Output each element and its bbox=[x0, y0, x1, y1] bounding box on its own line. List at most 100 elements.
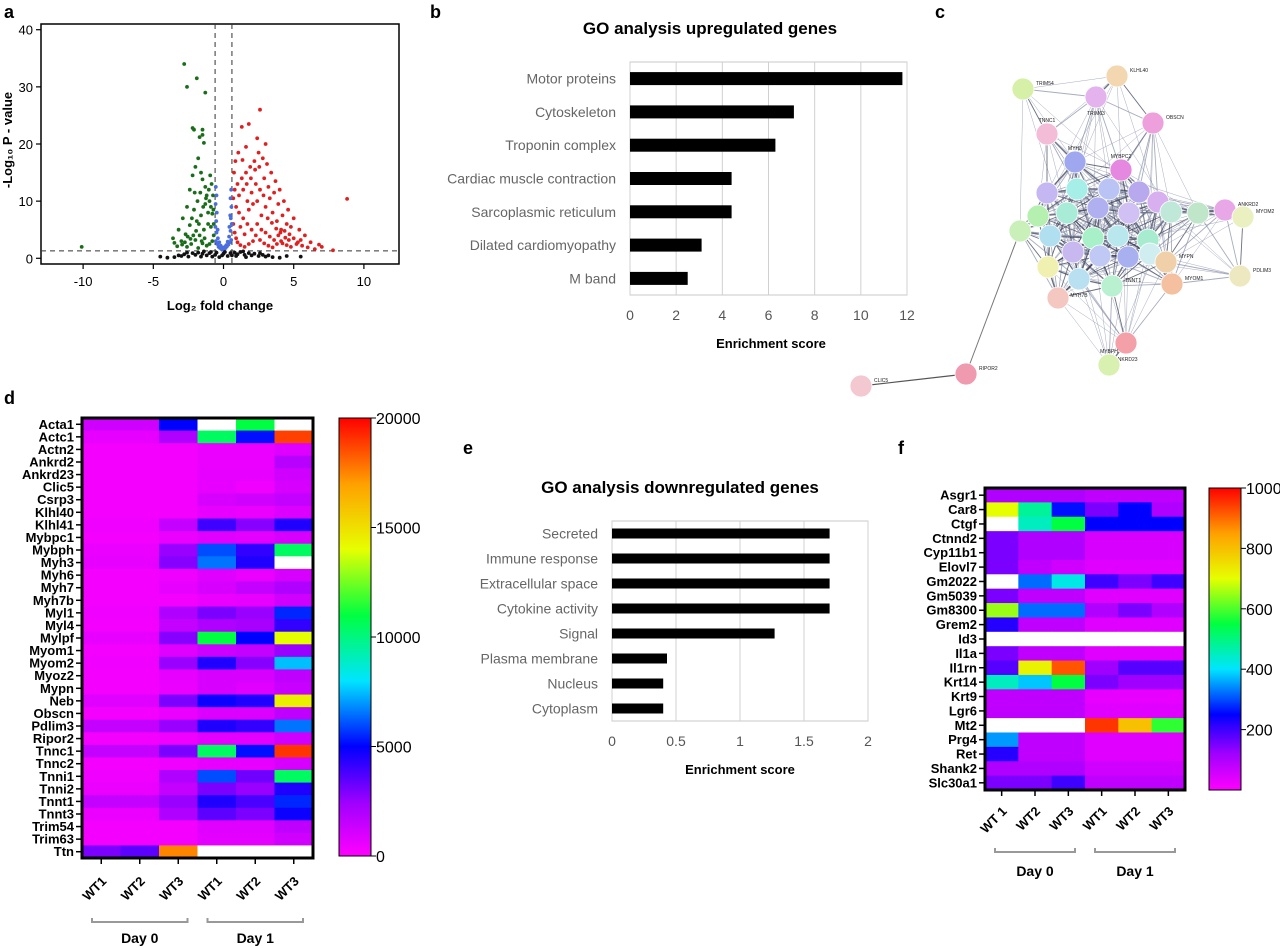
volcano-point-ns bbox=[193, 253, 198, 257]
f-heatmap-cell bbox=[1051, 689, 1086, 705]
volcano-point-down bbox=[207, 199, 212, 204]
volcano-point-up bbox=[257, 165, 262, 169]
network-edge bbox=[1046, 96, 1097, 194]
d-heatmap-cell bbox=[159, 770, 198, 784]
d-heatmap-cell bbox=[120, 418, 160, 432]
d-heatmap-cell bbox=[197, 506, 237, 520]
volcano-point-down bbox=[200, 177, 205, 182]
d-heatmap-cell bbox=[274, 556, 314, 570]
f-heatmap-cell bbox=[1118, 775, 1153, 791]
volcano-point-down bbox=[176, 227, 181, 232]
f-heatmap-cell bbox=[1118, 746, 1153, 762]
heatmap-d-colorbar bbox=[338, 417, 372, 857]
volcano-point-up bbox=[280, 241, 285, 246]
network-node bbox=[1097, 177, 1121, 201]
f-heatmap-cell bbox=[1151, 732, 1186, 748]
f-heatmap-cell bbox=[985, 703, 1019, 719]
network-edge bbox=[1019, 230, 1080, 280]
network-edge bbox=[1147, 122, 1154, 241]
f-heatmap-cell bbox=[1018, 516, 1053, 532]
volcano-point-ns bbox=[234, 254, 239, 258]
d-heatmap-cell bbox=[197, 443, 237, 457]
volcano-point-up bbox=[235, 240, 240, 245]
volcano-point-up bbox=[256, 150, 261, 155]
d-sample-label: WT3 bbox=[272, 874, 302, 904]
f-gene-label: Krt9 bbox=[951, 689, 977, 704]
d-heatmap-cell bbox=[159, 744, 198, 758]
d-heatmap-cell bbox=[236, 443, 275, 457]
volcano-point-ns bbox=[185, 250, 189, 255]
f-heatmap-cell bbox=[985, 746, 1019, 762]
volcano-point-ns bbox=[277, 255, 282, 260]
panel-label-c: c bbox=[935, 2, 945, 22]
network-edge bbox=[1022, 75, 1118, 90]
network-node bbox=[1084, 85, 1108, 109]
d-heatmap-cell bbox=[236, 832, 275, 846]
f-heatmap-cell bbox=[1151, 502, 1186, 518]
volcano-point-down bbox=[211, 222, 216, 226]
f-heatmap-cell bbox=[1051, 617, 1086, 633]
d-colorbar-tick-label: 15000 bbox=[376, 521, 421, 538]
d-heatmap-cell bbox=[236, 518, 275, 532]
f-heatmap-cell bbox=[1018, 746, 1053, 762]
network-edge bbox=[1138, 122, 1154, 193]
d-gene-label: Mybph bbox=[32, 543, 74, 558]
f-heatmap-cell bbox=[985, 761, 1019, 777]
network-edge bbox=[1117, 212, 1199, 237]
d-heatmap-cell bbox=[120, 732, 160, 746]
f-heatmap-cell bbox=[1051, 502, 1086, 518]
network-node bbox=[1114, 331, 1138, 355]
network-edge bbox=[1047, 256, 1129, 268]
volcano-point-up bbox=[269, 170, 274, 175]
b-bar bbox=[630, 271, 688, 285]
volcano-point-ns_sig bbox=[227, 225, 232, 229]
d-heatmap-cell bbox=[82, 719, 121, 733]
volcano-point-down bbox=[199, 170, 203, 175]
volcano-point-up bbox=[242, 245, 247, 249]
volcano-point-ns_sig bbox=[220, 245, 225, 250]
d-heatmap-cell bbox=[82, 594, 121, 608]
f-heatmap-cell bbox=[985, 631, 1019, 647]
f-heatmap-cell bbox=[1085, 617, 1119, 633]
volcano-point-down bbox=[203, 90, 208, 95]
f-gene-label: Grem2 bbox=[936, 617, 977, 632]
network-edge bbox=[1095, 96, 1122, 171]
volcano-point-ns_sig bbox=[227, 234, 232, 239]
d-heatmap-cell bbox=[274, 682, 314, 696]
network-edge bbox=[1078, 211, 1172, 280]
network-edge bbox=[1049, 201, 1159, 237]
volcano-point-down bbox=[192, 207, 196, 212]
heatmap-f-colorbar bbox=[1208, 487, 1242, 791]
network-node-label: MYBPH bbox=[1100, 349, 1118, 355]
network-node-label: PDLIM3 bbox=[1253, 268, 1271, 274]
d-gene-label: Ankrd23 bbox=[22, 467, 74, 482]
heatmap-day0-day1-muscle: Acta1Actc1Actn2Ankrd2Ankrd23Clic5Csrp3Kl… bbox=[22, 411, 421, 946]
volcano-point-ns_sig bbox=[228, 216, 233, 221]
network-edge bbox=[1147, 209, 1226, 241]
d-heatmap-cell bbox=[236, 531, 275, 545]
volcano-point-up bbox=[238, 243, 243, 248]
f-heatmap-cell bbox=[985, 516, 1019, 532]
network-edge bbox=[1037, 188, 1110, 217]
f-heatmap-cell bbox=[1118, 646, 1153, 662]
f-sample-label: WT2 bbox=[1113, 804, 1143, 834]
volcano-point-up bbox=[248, 165, 253, 169]
d-gene-label: Myh6 bbox=[41, 568, 74, 583]
network-edge bbox=[1049, 212, 1130, 237]
go-upregulated-chart: GO analysis upregulated genes Motor prot… bbox=[447, 19, 915, 351]
e-category-label: Plasma membrane bbox=[481, 651, 599, 667]
volcano-point-up bbox=[259, 213, 264, 218]
d-heatmap-cell bbox=[197, 644, 237, 658]
volcano-point-down bbox=[185, 85, 189, 89]
f-heatmap-cell bbox=[1085, 516, 1119, 532]
volcano-point-up bbox=[234, 236, 239, 241]
volcano-point-down bbox=[193, 238, 198, 242]
f-heatmap-cell bbox=[1051, 746, 1086, 762]
f-heatmap-cell bbox=[1051, 703, 1086, 719]
d-heatmap-cell bbox=[82, 430, 121, 444]
f-heatmap-cell bbox=[1151, 674, 1186, 690]
f-heatmap-cell bbox=[1118, 732, 1153, 748]
volcano-point-up bbox=[270, 221, 274, 225]
d-heatmap-cell bbox=[159, 732, 198, 746]
d-gene-label: Clic5 bbox=[43, 480, 74, 495]
